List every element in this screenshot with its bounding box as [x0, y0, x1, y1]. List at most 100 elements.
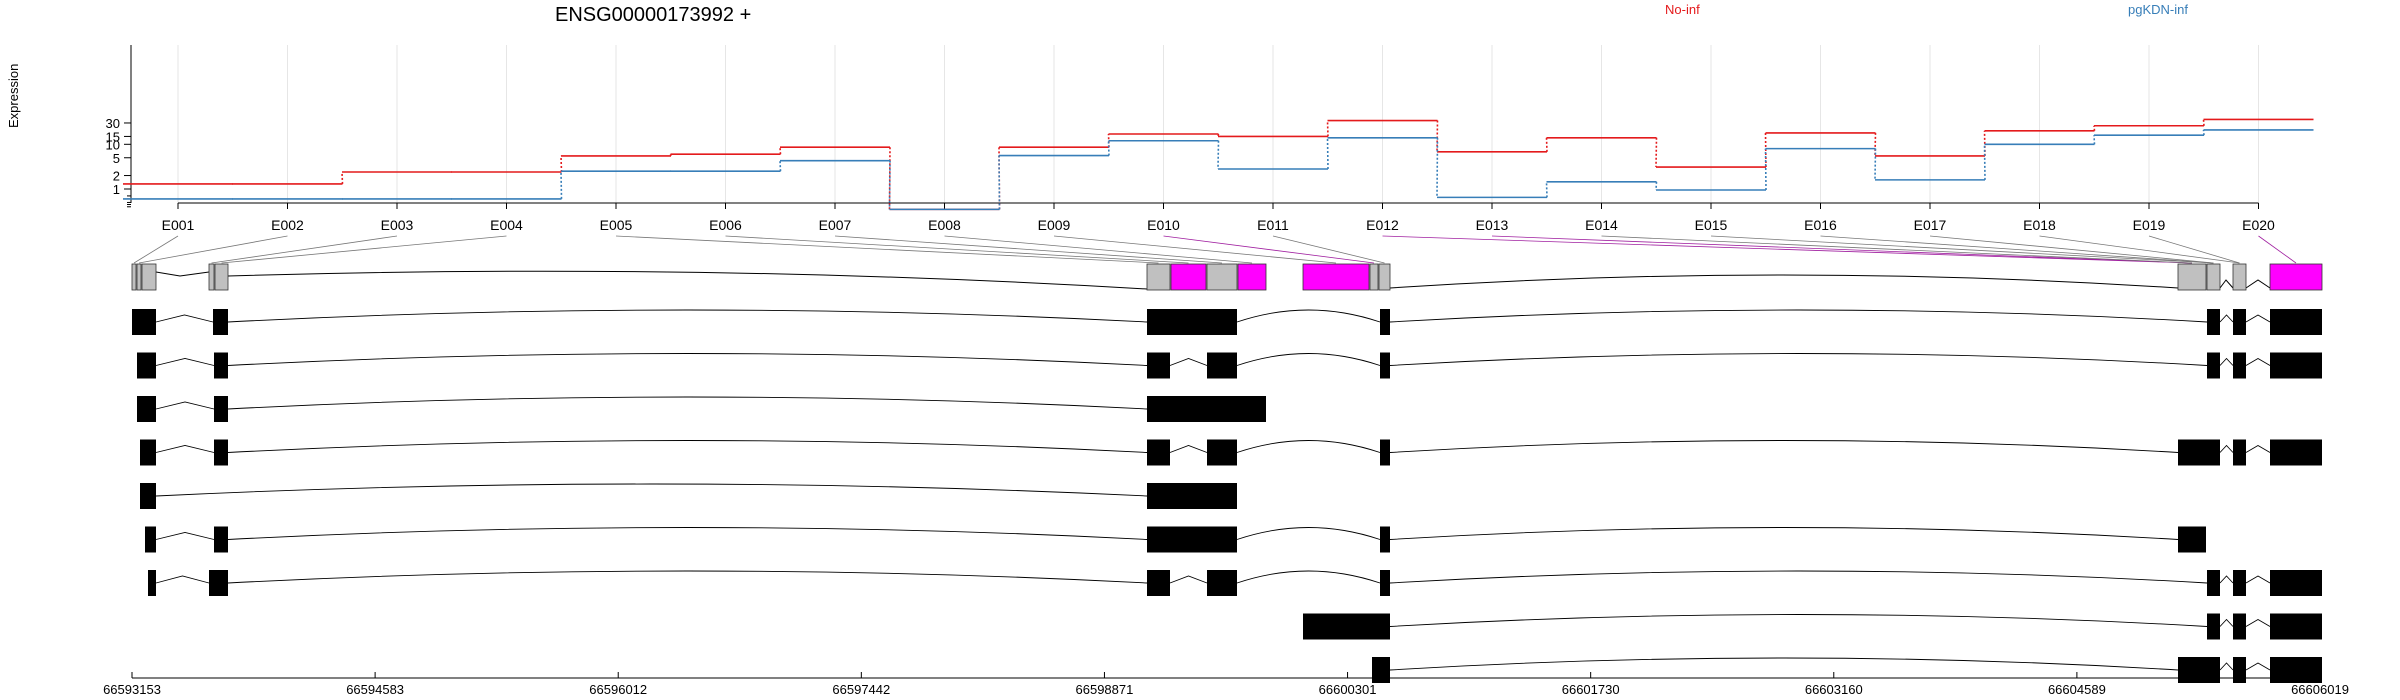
gene-model-exon [2206, 263, 2221, 291]
gene-model-intron [1389, 274, 2271, 289]
series-connector-pgKDN-inf [2202, 129, 2205, 136]
transcript-exon [1207, 352, 1237, 379]
transcript-exon [145, 526, 156, 553]
series-connector-pgKDN-inf [1436, 137, 1439, 198]
x-tick-label: E018 [2023, 217, 2056, 233]
series-connector-No-inf [1655, 137, 1658, 168]
transcript-intron [1169, 358, 1208, 366]
transcript-intron [2219, 444, 2234, 453]
transcript-exon [1380, 309, 1390, 335]
transcript-exon [2233, 352, 2246, 379]
transcript-intron [227, 570, 1148, 584]
exon-connector [1163, 235, 1375, 264]
exon-connector [2039, 235, 2240, 264]
x-tick-label: E019 [2133, 217, 2166, 233]
transcript-intron [155, 483, 1148, 497]
transcript-exon [2233, 309, 2246, 335]
transcript-intron [1389, 353, 2208, 366]
series-connector-No-inf [1436, 120, 1439, 152]
x-tick-label: E003 [381, 217, 414, 233]
exon-connector [1601, 235, 2193, 264]
genomic-tick-label: 66594583 [346, 682, 404, 697]
series-connector-pgKDN-inf [1655, 181, 1658, 191]
transcript-exon [1380, 526, 1390, 553]
x-tick-label: E017 [1914, 217, 1947, 233]
genomic-tick-label: 66598871 [1076, 682, 1134, 697]
transcript-intron [227, 440, 1148, 453]
gene-model-exon [208, 263, 215, 291]
transcript-intron [155, 445, 215, 453]
transcript-exon [2270, 613, 2322, 640]
gene-model-exon [136, 263, 142, 291]
gene-model-exon [2269, 263, 2323, 291]
series-connector-pgKDN-inf [1107, 140, 1110, 156]
gene-model-exon [1170, 263, 1207, 291]
x-tick-label: E004 [490, 217, 523, 233]
y-tick-label: 1 [113, 182, 120, 197]
gene-model-exon [1146, 263, 1171, 291]
series-connector-pgKDN-inf [560, 171, 563, 199]
transcript-exon [140, 439, 156, 466]
transcript-exon [2178, 657, 2220, 683]
transcript-exon [148, 570, 156, 596]
transcript-exon [2233, 657, 2246, 683]
transcript-exon [1380, 570, 1390, 596]
exon-connector [2148, 235, 2240, 264]
transcript-intron [1169, 575, 1208, 584]
series-connector-No-inf [341, 171, 344, 184]
transcript-exon [214, 396, 228, 422]
x-tick-label: E008 [928, 217, 961, 233]
x-tick-label: E013 [1476, 217, 1509, 233]
series-connector-No-inf [1874, 132, 1877, 156]
transcript-intron [2245, 575, 2271, 584]
transcript-exon [137, 352, 156, 379]
transcript-intron [1236, 527, 1381, 540]
series-connector-pgKDN-inf [779, 160, 782, 172]
y-tick-label: 5 [113, 151, 120, 166]
transcript-intron [155, 532, 215, 540]
exon-connector [1710, 235, 2214, 264]
transcript-exon [2207, 613, 2220, 640]
x-tick-label: E009 [1038, 217, 1071, 233]
series-connector-pgKDN-inf [1217, 140, 1220, 170]
y-tick-label: 10 [106, 137, 120, 152]
transcript-exon [2207, 352, 2220, 379]
x-tick-label: E010 [1147, 217, 1180, 233]
transcript-intron [227, 396, 1148, 410]
gene-model-exon [1369, 263, 1379, 291]
transcript-exon [2270, 352, 2322, 379]
x-tick-label: E014 [1585, 217, 1618, 233]
series-connector-No-inf [779, 147, 782, 155]
exon-connector [834, 235, 1223, 264]
gene-model-exon [1302, 263, 1370, 291]
x-tick-label: E012 [1366, 217, 1399, 233]
transcript-intron [2219, 618, 2234, 627]
transcript-intron [1236, 353, 1381, 366]
series-connector-No-inf [2093, 125, 2096, 131]
exon-connector [1053, 235, 1337, 264]
transcript-intron [227, 309, 1148, 323]
transcript-intron [1236, 309, 1381, 323]
transcript-exon [1207, 570, 1237, 596]
transcript-intron [1169, 445, 1208, 453]
transcript-exon [209, 570, 228, 596]
transcript-exon [214, 352, 228, 379]
series-connector-No-inf [560, 155, 563, 173]
legend-pgkdn-inf: pgKDN-inf [2128, 2, 2188, 17]
genomic-tick-label: 66606019 [2291, 682, 2349, 697]
y-tick-label: 2 [113, 169, 120, 184]
exon-connector [944, 235, 1253, 264]
transcript-exon [1207, 439, 1237, 466]
transcript-intron [2219, 314, 2234, 323]
gene-model-exon [1206, 263, 1238, 291]
genomic-tick-label: 66603160 [1805, 682, 1863, 697]
transcript-exon [2233, 613, 2246, 640]
exon-connector [1382, 235, 2193, 264]
transcript-exon [1380, 439, 1390, 466]
transcript-intron [1236, 570, 1381, 584]
exon-connector [2258, 235, 2297, 264]
genomic-tick-label: 66604589 [2048, 682, 2106, 697]
transcript-intron [1389, 309, 2208, 323]
series-connector-No-inf [1983, 130, 1986, 156]
